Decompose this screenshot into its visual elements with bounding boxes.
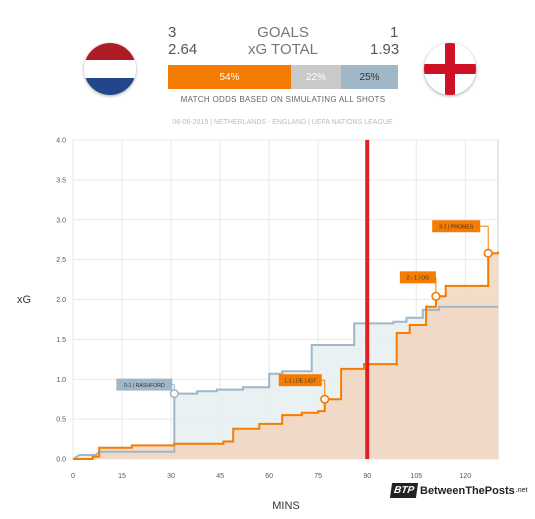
y-tick-label: 1.5 <box>56 337 66 344</box>
y-tick-label: 1.0 <box>56 377 66 384</box>
home-goals: 3 <box>168 24 177 41</box>
odds-draw-segment: 22% <box>290 65 342 89</box>
goal-annotation-label: 1-1 | DE LIGT <box>284 378 317 384</box>
netherlands-line <box>73 251 499 460</box>
y-tick-label: 2.5 <box>56 257 66 264</box>
match-caption: 06-06-2019 | NETHERLANDS - ENGLAND | UEF… <box>172 119 393 126</box>
odds-bar: 54% 22% 25% <box>168 65 398 89</box>
goal-annotation-box <box>116 378 173 391</box>
goal-marker <box>320 394 330 404</box>
goal-annotation-label: 3-1 | PROMES <box>439 224 474 230</box>
goal-annotation-label: 0-1 | RASHFORD <box>124 383 165 389</box>
goals-label: GOALS <box>257 24 309 41</box>
x-tick-label: 60 <box>265 473 273 480</box>
odds-draw-pct: 22% <box>306 71 327 83</box>
y-axis-label: xG <box>17 294 31 306</box>
x-tick-label: 75 <box>314 473 322 480</box>
odds-caption: MATCH ODDS BASED ON SIMULATING ALL SHOTS <box>180 95 386 104</box>
goal-annotation-box <box>432 220 481 233</box>
brand-logo: BTP BetweenThePosts .net <box>389 483 528 498</box>
brand-suffix: .net <box>515 487 528 494</box>
away-xg: 1.93 <box>370 41 400 58</box>
goal-marker <box>431 291 441 301</box>
goal-annotation-label: 2 - 1 | OG <box>407 276 430 282</box>
odds-home-pct: 54% <box>219 71 240 83</box>
x-tick-label: 0 <box>71 473 75 480</box>
home-xg: 2.64 <box>168 41 198 58</box>
x-tick-label: 45 <box>216 473 224 480</box>
y-tick-label: 4.0 <box>56 138 66 145</box>
england-line <box>72 305 498 460</box>
xg-total-label: xG TOTAL <box>247 41 319 58</box>
goal-annotation-box <box>399 271 436 284</box>
away-goals: 1 <box>390 24 399 41</box>
odds-home-segment: 54% <box>168 65 291 89</box>
england-flag-icon <box>424 43 476 95</box>
odds-away-segment: 25% <box>341 65 398 89</box>
odds-away-pct: 25% <box>359 71 380 83</box>
y-tick-label: 2.0 <box>56 297 66 304</box>
brand-mark-icon: BTP <box>389 483 419 498</box>
brand-name: BetweenThePosts <box>420 484 515 497</box>
y-tick-label: 0.0 <box>56 457 66 464</box>
x-tick-label: 30 <box>167 473 175 480</box>
goal-marker <box>169 389 179 399</box>
x-tick-label: 120 <box>459 473 471 480</box>
y-tick-label: 3.5 <box>56 177 66 184</box>
x-tick-label: 90 <box>363 473 371 480</box>
y-tick-label: 0.5 <box>56 417 66 424</box>
netherlands-flag-icon <box>84 43 136 95</box>
goal-annotation-box <box>278 374 322 387</box>
x-tick-label: 15 <box>118 473 126 480</box>
goal-marker <box>483 248 493 258</box>
x-tick-label: 105 <box>410 473 422 480</box>
y-tick-label: 3.0 <box>56 217 66 224</box>
netherlands-area <box>73 251 498 459</box>
x-axis-label: MINS <box>272 500 300 512</box>
